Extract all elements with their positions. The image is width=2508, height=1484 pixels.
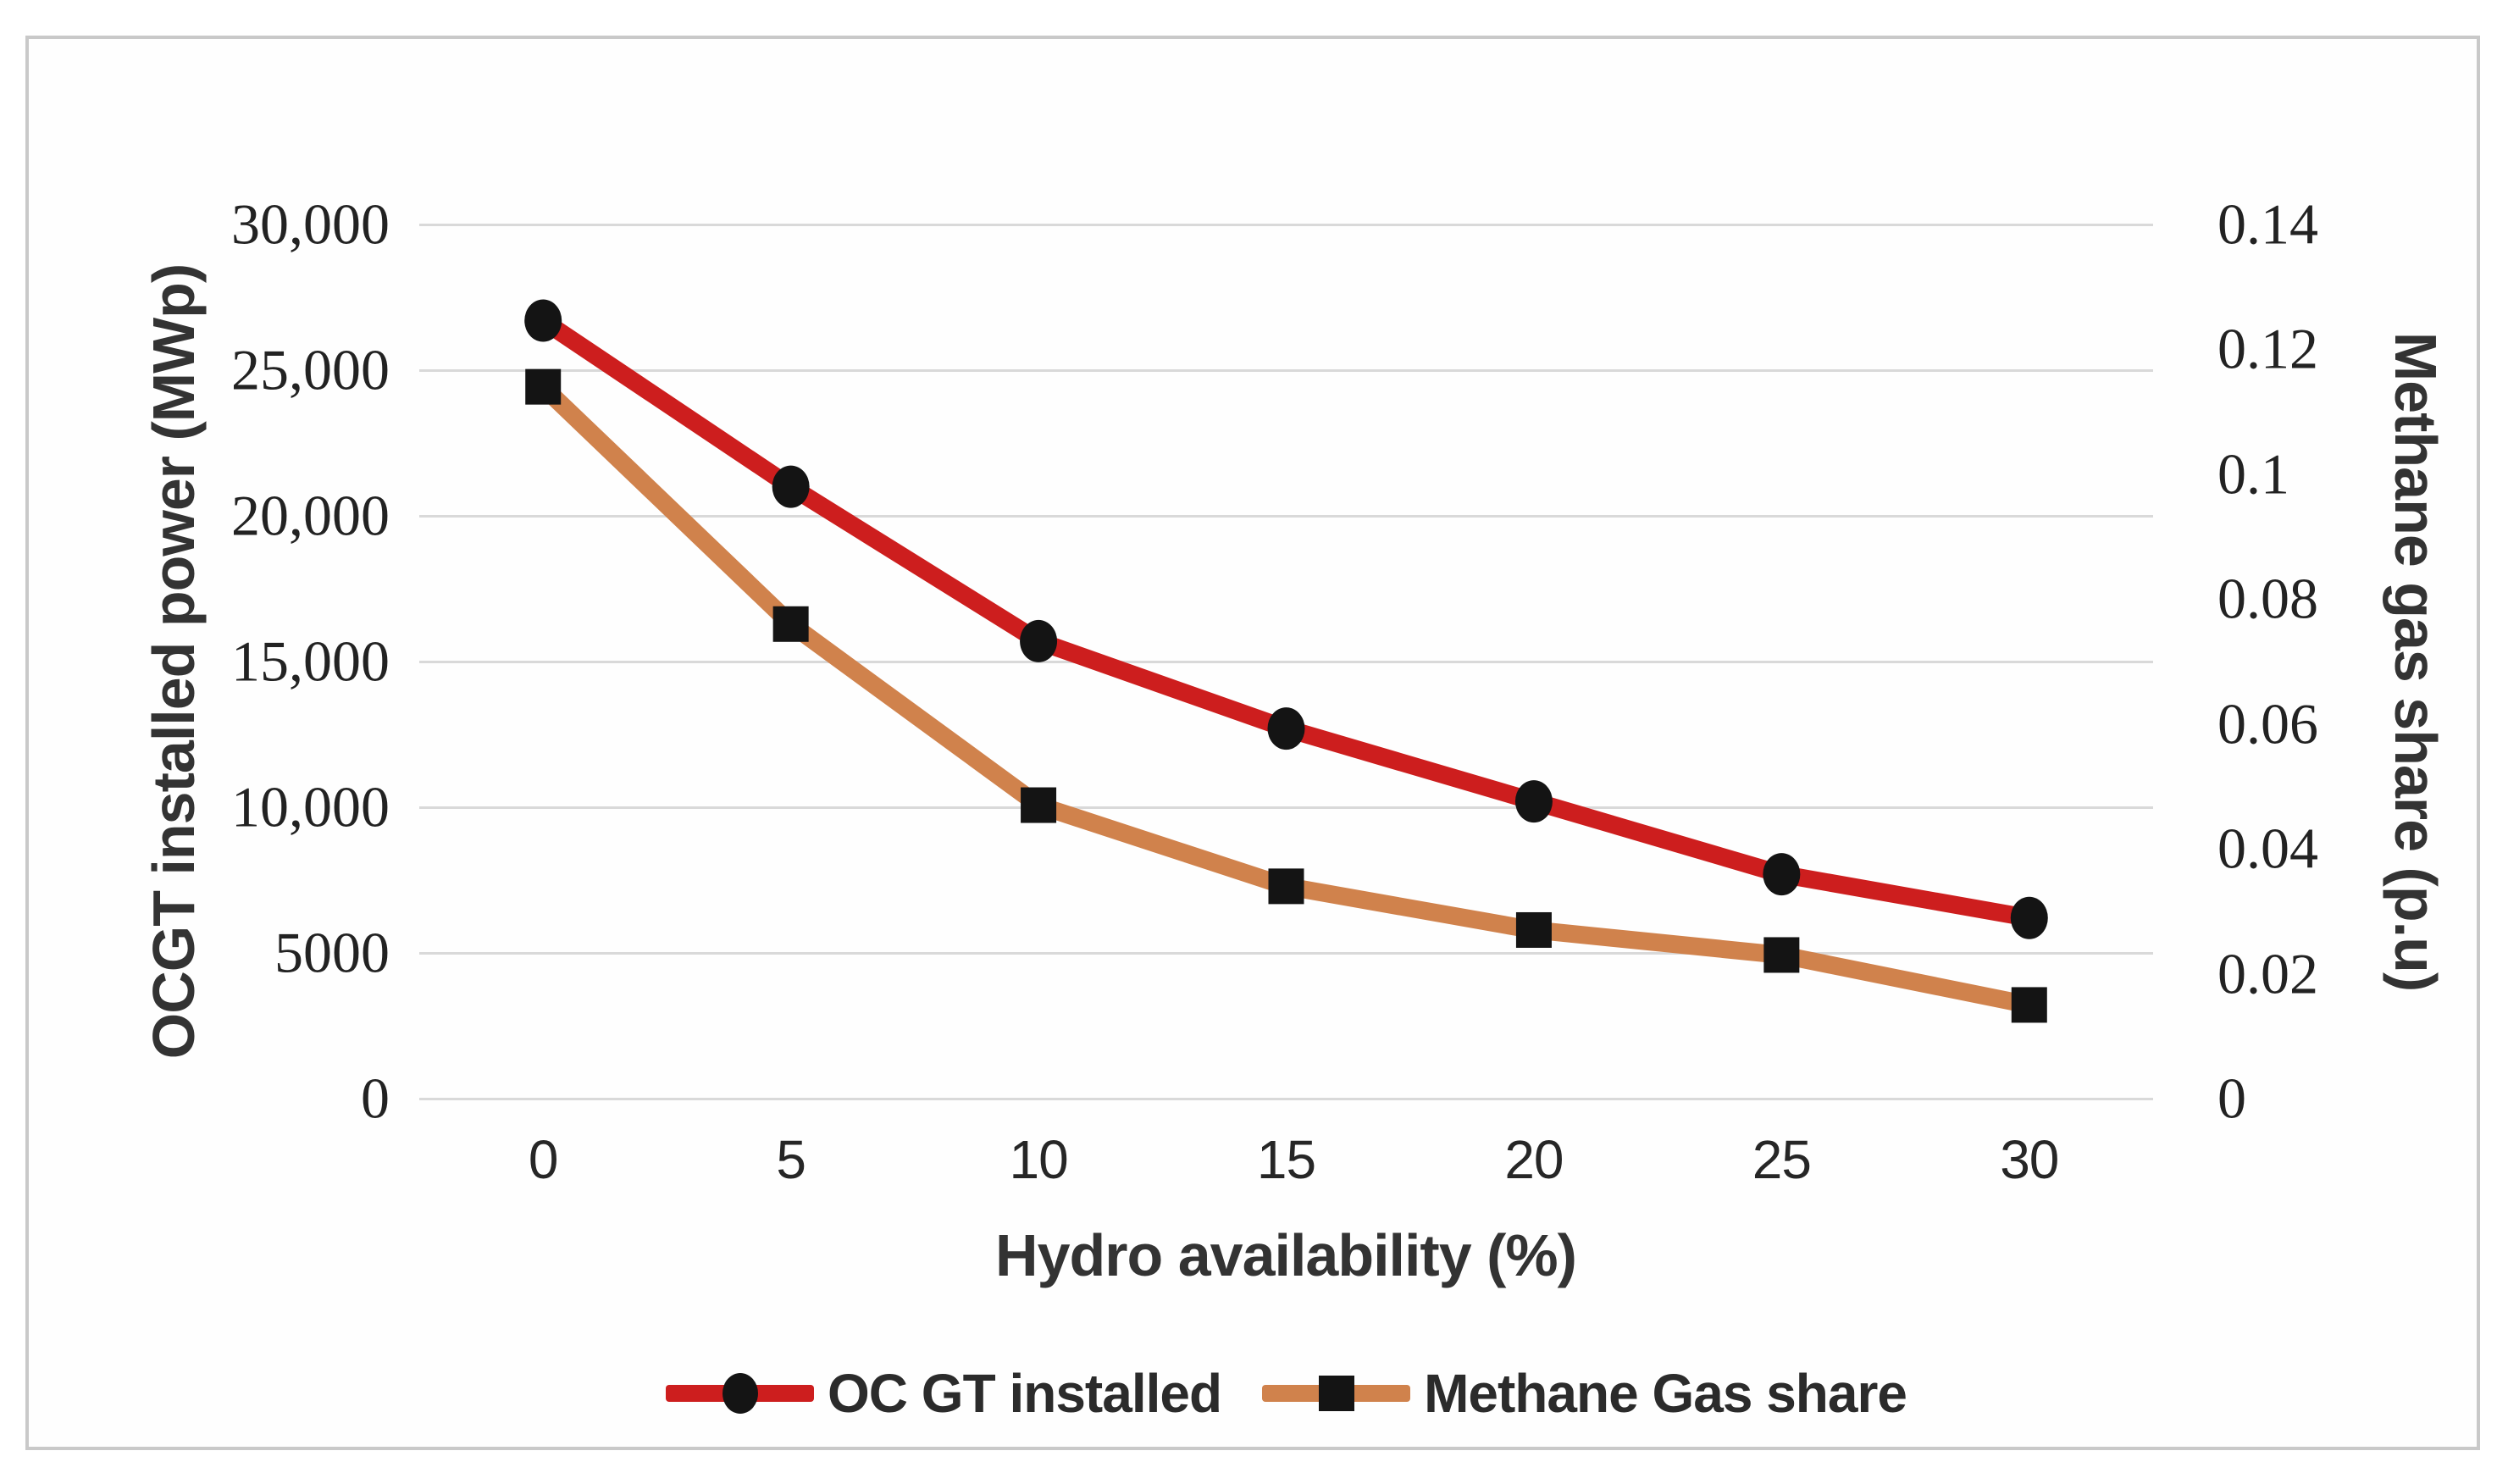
legend-label: OC GT installed	[828, 1363, 1222, 1424]
right-axis-ticks: 0.14 0.12 0.1 0.08 0.06 0.04 0.02 0	[2217, 192, 2472, 1131]
gridline	[419, 660, 2153, 663]
x-axis-tick-label: 10	[1009, 1129, 1068, 1190]
x-axis-tick-label: 25	[1752, 1129, 1812, 1190]
right-axis-tick-label: 0.08	[2217, 566, 2318, 631]
left-axis-tick-label: 30,000	[231, 191, 390, 257]
oc-gt-installed-data-point	[772, 465, 810, 508]
right-axis-tick-label: 0.1	[2217, 441, 2289, 507]
x-axis-tick-label: 5	[776, 1129, 806, 1190]
left-axis-tick-label: 20,000	[231, 483, 390, 548]
x-axis-tick-label: 20	[1504, 1129, 1564, 1190]
left-axis-tick-label: 0	[361, 1066, 390, 1131]
gridline	[419, 951, 2153, 955]
oc-gt-installed-data-point	[1763, 853, 1801, 896]
x-axis-title: Hydro availability (%)	[995, 1222, 1577, 1288]
methane-gas-share-data-point	[1763, 937, 1800, 973]
oc-gt-installed-data-point	[2010, 896, 2048, 939]
gridline	[419, 806, 2153, 809]
legend-circle-marker-icon	[666, 1366, 815, 1420]
methane-gas-share-data-point	[1021, 787, 1057, 823]
oc-gt-installed-data-point	[524, 299, 562, 342]
left-axis-ticks: 30,000 25,000 20,000 15,000 10,000 5000 0	[127, 192, 390, 1131]
left-axis-tick-label: 15,000	[231, 628, 390, 694]
x-axis-ticks: 0 5 10 15 20 25 30	[419, 1128, 2153, 1204]
x-axis-tick-label: 15	[1256, 1129, 1316, 1190]
square-marker-icon	[1318, 1376, 1354, 1411]
circle-marker-icon	[722, 1373, 758, 1414]
left-axis-tick-label: 5000	[274, 920, 390, 985]
plot-area	[419, 223, 2153, 1100]
methane-gas-share-data-point	[1268, 868, 1304, 905]
left-axis-tick-label: 10,000	[231, 774, 390, 839]
methane-gas-share-data-point	[1515, 911, 1552, 948]
chart-frame	[25, 36, 2480, 1450]
x-axis-tick-label: 30	[2000, 1129, 2059, 1190]
right-axis-tick-label: 0.02	[2217, 941, 2318, 1006]
gridline	[419, 514, 2153, 518]
oc-gt-installed-data-point	[1267, 707, 1305, 750]
series-layer	[524, 299, 2048, 1023]
right-axis-tick-label: 0.06	[2217, 691, 2318, 756]
left-axis-tick-label: 25,000	[231, 337, 390, 402]
legend-square-marker-icon	[1262, 1366, 1411, 1420]
methane-gas-share-data-point	[772, 606, 809, 642]
legend-item: OC GT installed	[666, 1362, 1222, 1425]
legend: OC GT installed Methane Gas share	[419, 1347, 2153, 1440]
gridline	[419, 368, 2153, 372]
right-axis-tick-label: 0	[2217, 1066, 2246, 1131]
right-axis-tick-label: 0.04	[2217, 816, 2318, 881]
x-axis-tick-label: 0	[528, 1129, 559, 1190]
methane-gas-share-data-point	[525, 368, 562, 405]
oc-gt-installed-data-point	[1514, 780, 1553, 823]
legend-item: Methane Gas share	[1262, 1362, 1907, 1425]
legend-label: Methane Gas share	[1424, 1363, 1907, 1424]
right-axis-tick-label: 0.14	[2217, 191, 2318, 257]
methane-gas-share-data-point	[2011, 987, 2047, 1023]
gridline	[419, 223, 2153, 226]
gridline	[419, 1097, 2153, 1100]
oc-gt-installed-line	[534, 312, 2039, 928]
right-axis-tick-label: 0.12	[2217, 316, 2318, 381]
oc-gt-installed-data-point	[1020, 619, 1058, 662]
